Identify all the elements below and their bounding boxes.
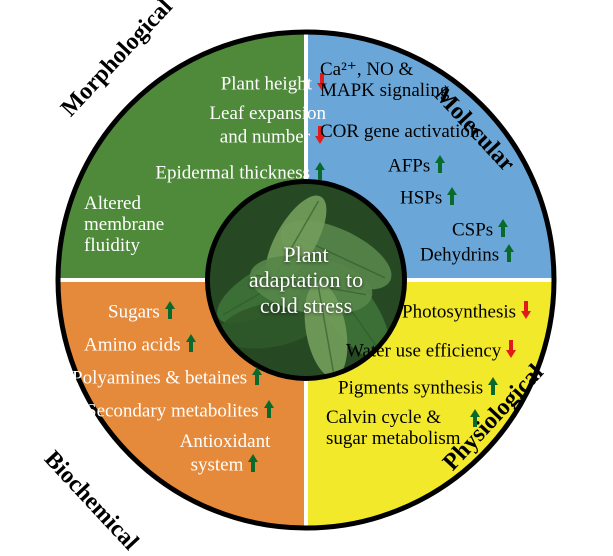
entry-morphological-0: Plant height	[178, 72, 328, 98]
entry-text: Water use efficiency	[346, 340, 501, 361]
entry-text-line: Epidermal thickness	[96, 161, 326, 187]
entry-text-line: Photosynthesis	[402, 300, 572, 326]
entry-morphological-1: Leaf expansionand number	[126, 104, 326, 151]
entry-molecular-4: CSPs	[452, 218, 532, 244]
entry-text-line: MAPK signaling	[320, 81, 500, 102]
entry-physiological-3: Calvin cycle &sugar metabolism	[326, 408, 526, 450]
entry-text-line: Sugars	[108, 300, 198, 326]
entry-text-line: Calvin cycle &	[326, 408, 461, 429]
center-title-line: cold stress	[214, 293, 398, 318]
entry-text-line: and number	[126, 125, 326, 151]
entry-text-line: membrane	[84, 215, 234, 236]
arrow-up-icon	[314, 161, 326, 187]
entry-morphological-3: Alteredmembranefluidity	[84, 194, 234, 257]
entry-text-line: Ca²⁺, NO &	[320, 60, 500, 81]
entry-molecular-2: AFPs	[388, 154, 468, 180]
entry-text: and number	[220, 126, 310, 147]
entry-molecular-1: COR gene activation	[320, 122, 530, 143]
entry-text-line: sugar metabolism	[326, 429, 461, 450]
entry-biochemical-2: Polyamines & betaines	[72, 366, 312, 392]
arrow-up-icon	[503, 243, 515, 269]
arrow-up-icon	[487, 376, 499, 402]
entry-text-line: AFPs	[388, 154, 468, 180]
arrow-up-icon	[434, 154, 446, 180]
arrow-up-icon	[185, 333, 197, 359]
entry-text: Antioxidant	[180, 431, 271, 452]
arrow-down-icon	[520, 300, 532, 326]
entry-text: Sugars	[108, 301, 160, 322]
entry-text-line: system	[150, 453, 300, 479]
entry-text-line: Secondary metabolites	[86, 399, 326, 425]
entry-text: system	[191, 454, 244, 475]
entry-text: Altered	[84, 193, 141, 214]
entry-text-line: Plant height	[178, 72, 328, 98]
entry-molecular-5: Dehydrins	[420, 243, 540, 269]
entry-text: Photosynthesis	[402, 301, 516, 322]
entry-text: COR gene activation	[320, 121, 479, 142]
arrow-up-icon	[497, 218, 509, 244]
entry-text-line: fluidity	[84, 236, 234, 257]
entry-text: CSPs	[452, 219, 493, 240]
entry-morphological-2: Epidermal thickness	[96, 161, 326, 187]
arrow-up-icon	[263, 399, 275, 425]
entry-physiological-1: Water use efficiency	[346, 339, 566, 365]
entry-text: Plant height	[221, 73, 312, 94]
arrow-up-icon	[164, 300, 176, 326]
arrow-up-icon	[251, 366, 263, 392]
entry-text: HSPs	[400, 187, 442, 208]
entry-text: Secondary metabolites	[86, 400, 259, 421]
entry-text: Polyamines & betaines	[72, 367, 247, 388]
entry-text: Epidermal thickness	[155, 162, 310, 183]
arrow-up-icon	[247, 453, 259, 479]
diagram-stage: MorphologicalMolecularBiochemicalPhysiol…	[0, 0, 613, 556]
arrow-up-icon	[469, 408, 481, 434]
entry-molecular-0: Ca²⁺, NO &MAPK signaling	[320, 60, 500, 102]
entry-text-line: CSPs	[452, 218, 532, 244]
arrow-down-icon	[505, 339, 517, 365]
entry-physiological-0: Photosynthesis	[402, 300, 572, 326]
entry-text: MAPK signaling	[320, 80, 449, 101]
entry-text-line: Polyamines & betaines	[72, 366, 312, 392]
entry-biochemical-1: Amino acids	[84, 333, 224, 359]
center-title-line: Plant	[214, 242, 398, 267]
entry-text-line: Pigments synthesis	[338, 376, 548, 402]
center-title: Plantadaptation tocold stress	[214, 242, 398, 318]
entry-text: membrane	[84, 214, 164, 235]
entry-molecular-3: HSPs	[400, 186, 480, 212]
arrow-up-icon	[446, 186, 458, 212]
entry-biochemical-3: Secondary metabolites	[86, 399, 326, 425]
center-title-line: adaptation to	[214, 267, 398, 292]
entry-text: Dehydrins	[420, 244, 499, 265]
entry-text-line: Antioxidant	[150, 432, 300, 453]
entry-text-block: Calvin cycle &sugar metabolism	[326, 408, 461, 450]
entry-text-line: Dehydrins	[420, 243, 540, 269]
entry-text: AFPs	[388, 155, 430, 176]
entry-text-line: Altered	[84, 194, 234, 215]
entry-text-line: HSPs	[400, 186, 480, 212]
entry-text-line: Water use efficiency	[346, 339, 566, 365]
entry-biochemical-0: Sugars	[108, 300, 198, 326]
entry-text: Leaf expansion	[209, 103, 326, 124]
entry-text-line: Leaf expansion	[126, 104, 326, 125]
entry-text-line: COR gene activation	[320, 122, 530, 143]
entry-physiological-2: Pigments synthesis	[338, 376, 548, 402]
entry-text: Amino acids	[84, 334, 181, 355]
entry-text-line: Amino acids	[84, 333, 224, 359]
entry-biochemical-4: Antioxidantsystem	[150, 432, 300, 479]
entry-text: Ca²⁺, NO &	[320, 59, 413, 80]
entry-text: fluidity	[84, 235, 140, 256]
entry-text: Pigments synthesis	[338, 377, 483, 398]
